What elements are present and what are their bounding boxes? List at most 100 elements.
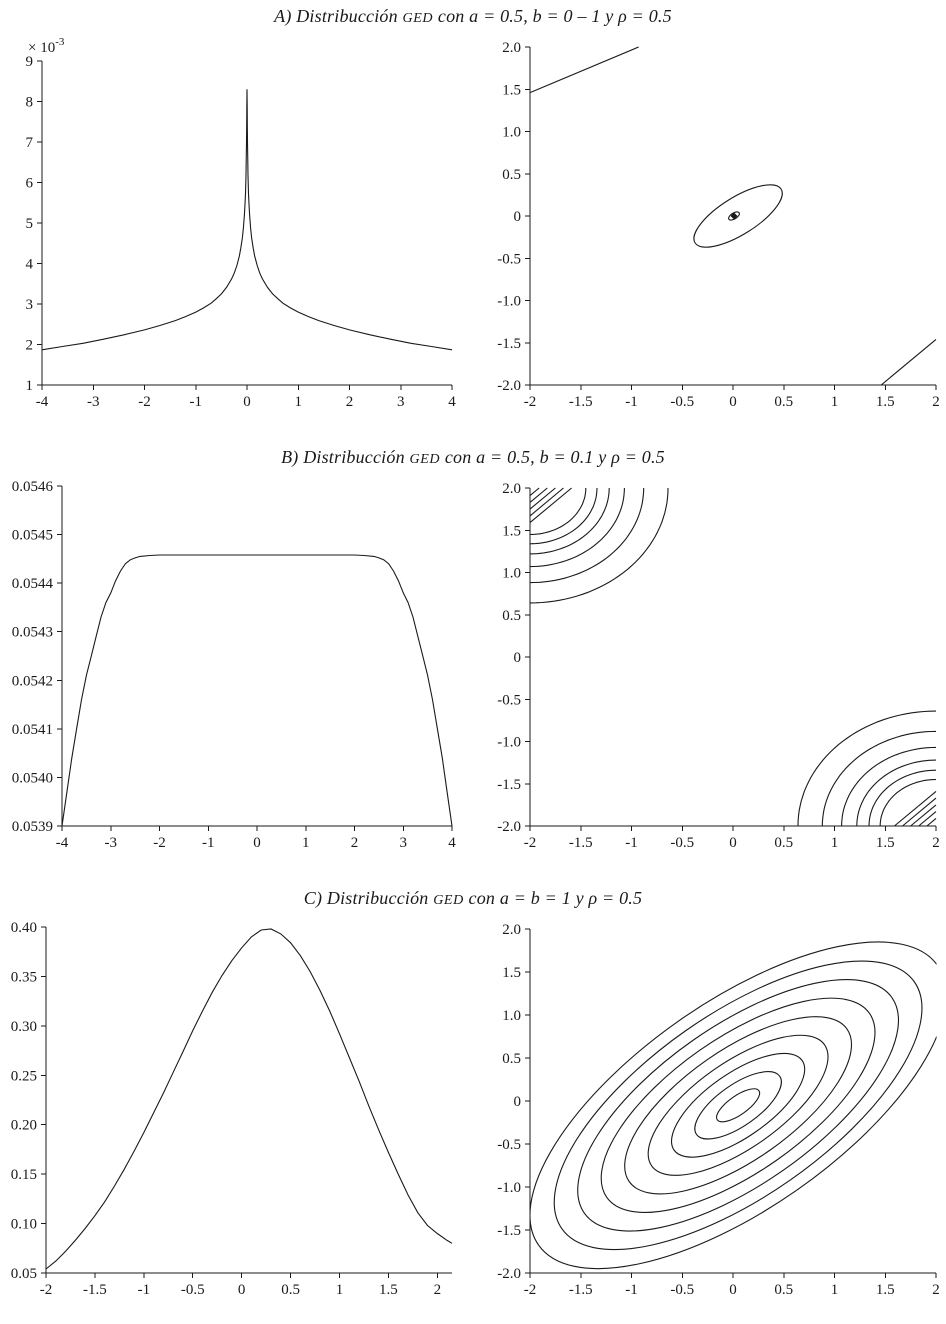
svg-text:0.15: 0.15 <box>11 1167 37 1183</box>
chart-c-contour-plot: -2 -1.5 -1 -0.5 0 0.5 1 1.5 2 2.0 1.5 1.0 0.5 0 -0.5 -1… <box>497 922 940 1298</box>
panel-c: C) Distribucción GED con a = b = 1 y ρ =… <box>0 888 946 1313</box>
svg-text:0.5: 0.5 <box>774 835 793 851</box>
panel-b-text: Distribucción <box>303 447 405 467</box>
chart-c-marginal-density: -2 -1.5 -1 -0.5 0 0.5 1 1.5 2 0.05 0.10 0.15 0.20 0.2… <box>11 920 453 1298</box>
svg-text:0.5: 0.5 <box>502 167 521 183</box>
svg-text:0.0540: 0.0540 <box>12 770 53 786</box>
panel-c-rest: con a = b = 1 y ρ = 0.5 <box>468 888 643 908</box>
svg-text:0.5: 0.5 <box>774 394 793 410</box>
svg-text:0.5: 0.5 <box>281 1282 300 1298</box>
svg-text:-2: -2 <box>524 835 537 851</box>
svg-text:-1: -1 <box>625 1282 638 1298</box>
svg-text:2: 2 <box>932 1282 940 1298</box>
svg-text:2.0: 2.0 <box>502 481 521 497</box>
svg-text:-1.5: -1.5 <box>569 835 593 851</box>
svg-text:-4: -4 <box>56 835 69 851</box>
svg-text:-4: -4 <box>36 394 49 410</box>
svg-text:2: 2 <box>932 394 940 410</box>
svg-text:1.0: 1.0 <box>502 125 521 141</box>
panel-c-charts: -2 -1.5 -1 -0.5 0 0.5 1 1.5 2 0.05 0.10 0.15 0.20 0.2… <box>0 913 946 1313</box>
svg-text:-0.5: -0.5 <box>497 251 521 267</box>
svg-text:-2.0: -2.0 <box>497 378 521 394</box>
svg-text:-1.5: -1.5 <box>497 777 521 793</box>
svg-text:2: 2 <box>26 338 34 354</box>
svg-text:1.5: 1.5 <box>502 523 521 539</box>
svg-text:-1: -1 <box>202 835 215 851</box>
svg-text:0.0546: 0.0546 <box>12 479 54 495</box>
svg-text:4: 4 <box>448 835 456 851</box>
panel-b-smallcaps: GED <box>409 451 441 467</box>
svg-text:6: 6 <box>26 176 34 192</box>
svg-text:3: 3 <box>400 835 408 851</box>
svg-text:-3: -3 <box>87 394 100 410</box>
svg-text:0: 0 <box>514 1094 522 1110</box>
svg-text:1.5: 1.5 <box>876 1282 895 1298</box>
svg-text:0: 0 <box>729 394 737 410</box>
panel-b-title: B) Distribucción GED con a = 0.5, b = 0.… <box>0 447 946 468</box>
svg-text:0.40: 0.40 <box>11 920 37 936</box>
panel-a-title: A) Distribucción GED con a = 0.5, b = 0 … <box>0 6 946 27</box>
svg-text:-0.5: -0.5 <box>670 1282 694 1298</box>
panel-b-rest: con a = 0.5, b = 0.1 y ρ = 0.5 <box>444 447 665 467</box>
svg-text:4: 4 <box>448 394 456 410</box>
svg-text:-1: -1 <box>138 1282 151 1298</box>
svg-text:2: 2 <box>434 1282 442 1298</box>
svg-text:-1.5: -1.5 <box>497 336 521 352</box>
svg-text:-1.0: -1.0 <box>497 1180 521 1196</box>
svg-text:0.30: 0.30 <box>11 1019 37 1035</box>
panel-a: A) Distribucción GED con a = 0.5, b = 0 … <box>0 6 946 423</box>
svg-text:× 10-3: × 10-3 <box>28 36 65 56</box>
panel-a-smallcaps: GED <box>402 10 434 26</box>
svg-text:1.0: 1.0 <box>502 566 521 582</box>
panel-c-label: C) <box>303 888 323 908</box>
svg-text:-0.5: -0.5 <box>181 1282 205 1298</box>
svg-text:1: 1 <box>336 1282 344 1298</box>
panel-c-title: C) Distribucción GED con a = b = 1 y ρ =… <box>0 888 946 909</box>
svg-text:1.5: 1.5 <box>379 1282 398 1298</box>
svg-text:-2: -2 <box>138 394 151 410</box>
svg-text:-2: -2 <box>524 1282 537 1298</box>
svg-text:3: 3 <box>397 394 405 410</box>
chart-a-marginal-density: -4 -3 -2 -1 0 1 2 3 4 1 2 3 4 5 6 7 8 9× 10-3 <box>26 36 457 410</box>
svg-text:-2: -2 <box>153 835 166 851</box>
svg-text:-1: -1 <box>625 394 638 410</box>
svg-text:-1.0: -1.0 <box>497 294 521 310</box>
svg-text:0.0545: 0.0545 <box>12 528 53 544</box>
svg-text:0.0541: 0.0541 <box>12 722 53 738</box>
svg-text:1.5: 1.5 <box>876 835 895 851</box>
svg-text:1: 1 <box>302 835 310 851</box>
svg-text:-3: -3 <box>105 835 118 851</box>
svg-text:3: 3 <box>26 297 34 313</box>
svg-text:0: 0 <box>253 835 261 851</box>
svg-text:0.25: 0.25 <box>11 1068 37 1084</box>
svg-text:0.10: 0.10 <box>11 1217 37 1233</box>
svg-text:-1.5: -1.5 <box>83 1282 107 1298</box>
svg-text:-1.5: -1.5 <box>569 394 593 410</box>
svg-text:5: 5 <box>26 216 34 232</box>
panel-a-label: A) <box>274 6 292 26</box>
panel-c-smallcaps: GED <box>433 892 464 908</box>
chart-a-contour-plot: -2 -1.5 -1 -0.5 0 0.5 1 1.5 2 2.0 1.5 1.0 0.5 0 -0.5 -1… <box>497 40 940 410</box>
svg-text:1: 1 <box>831 394 839 410</box>
panel-a-rest: con a = 0.5, b = 0 – 1 y ρ = 0.5 <box>437 6 672 26</box>
svg-text:1.5: 1.5 <box>502 965 521 981</box>
svg-text:0: 0 <box>243 394 251 410</box>
svg-text:2: 2 <box>932 835 940 851</box>
svg-text:1: 1 <box>26 378 34 394</box>
svg-text:0: 0 <box>514 209 522 225</box>
svg-text:1.5: 1.5 <box>502 82 521 98</box>
svg-text:-0.5: -0.5 <box>497 692 521 708</box>
svg-text:-0.5: -0.5 <box>670 394 694 410</box>
svg-text:0: 0 <box>729 835 737 851</box>
svg-text:-2: -2 <box>524 394 537 410</box>
svg-text:-1.5: -1.5 <box>569 1282 593 1298</box>
svg-text:7: 7 <box>26 135 34 151</box>
svg-text:8: 8 <box>26 95 34 111</box>
panel-a-charts: -4 -3 -2 -1 0 1 2 3 4 1 2 3 4 5 6 7 8 9 × 10-3 -2 -1.5 -1 -0.… <box>0 31 946 423</box>
chart-b-marginal-density: -4 -3 -2 -1 0 1 2 3 4 0.0539 0.0540 0.0541 0.0542 0.0… <box>12 479 457 851</box>
svg-text:2: 2 <box>346 394 354 410</box>
svg-text:-1: -1 <box>625 835 638 851</box>
chart-b-contour-plot: -2 -1.5 -1 -0.5 0 0.5 1 1.5 2 2.0 1.5 1.0 0.5 0 -0.5 -1… <box>497 481 940 851</box>
svg-text:0.20: 0.20 <box>11 1118 37 1134</box>
